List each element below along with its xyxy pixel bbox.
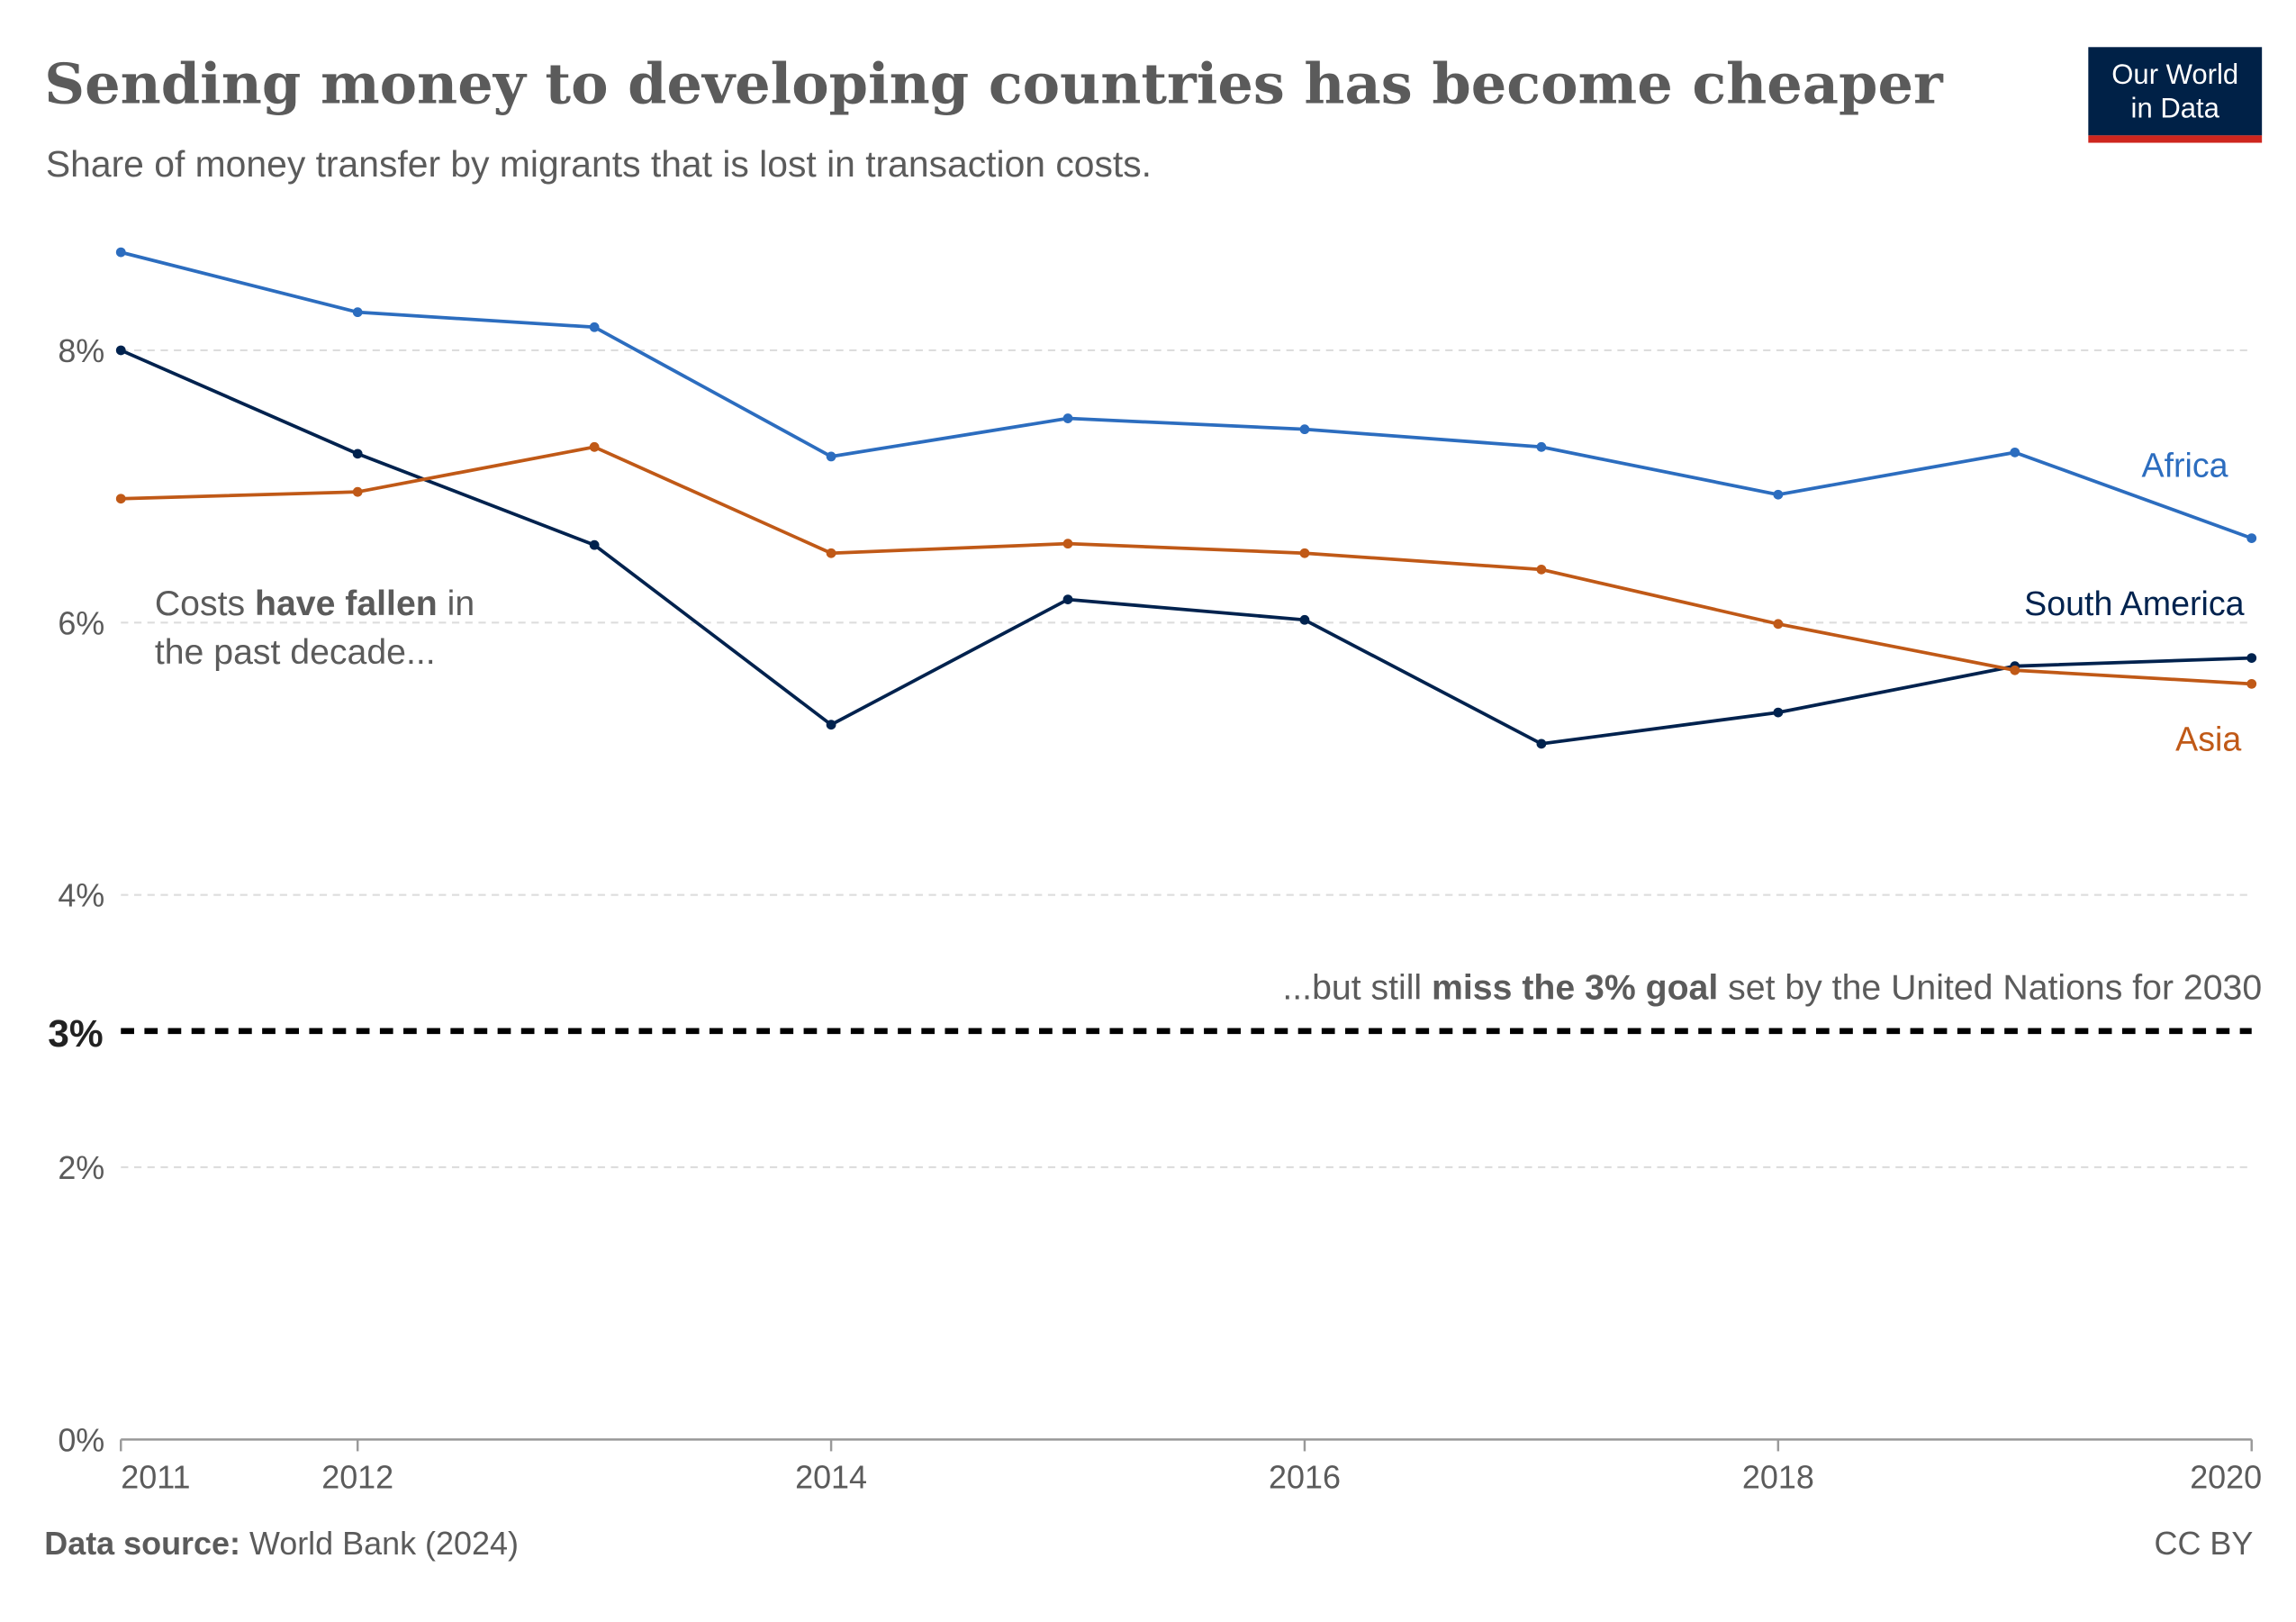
y-tick-label: 8% bbox=[58, 332, 104, 369]
series-label: Asia bbox=[2175, 720, 2241, 757]
svg-text:in Data: in Data bbox=[2131, 93, 2220, 124]
data-point bbox=[1062, 413, 1073, 423]
data-point bbox=[589, 539, 600, 550]
annotation-fallen-line2: the past decade... bbox=[155, 632, 436, 672]
series bbox=[115, 247, 2257, 749]
data-point bbox=[2246, 653, 2257, 664]
data-point bbox=[352, 449, 363, 459]
y-tick-label: 0% bbox=[58, 1421, 104, 1458]
svg-text:Our World: Our World bbox=[2111, 59, 2238, 90]
data-point bbox=[2010, 447, 2020, 458]
series-line-africa bbox=[120, 250, 2253, 540]
data-point bbox=[2010, 665, 2020, 675]
x-axis: 2011 2012 2014 2016 2018 2020 bbox=[120, 1438, 2262, 1495]
data-point bbox=[826, 720, 836, 730]
y-tick-label: 2% bbox=[58, 1149, 104, 1186]
chart-subtitle: Share of money transfer by migrants that… bbox=[46, 143, 1152, 185]
series-line-south-america bbox=[120, 349, 2252, 746]
data-point bbox=[352, 486, 363, 497]
series-line-asia bbox=[121, 445, 2252, 686]
series-labels: Africa South America Asia bbox=[2024, 447, 2244, 758]
source-note: Data source: World Bank (2024) bbox=[44, 1525, 519, 1562]
data-point bbox=[1773, 619, 1784, 630]
data-point bbox=[1062, 594, 1073, 605]
data-point bbox=[2246, 678, 2257, 689]
data-point bbox=[826, 548, 836, 558]
annotation-fallen: Costs have fallen in bbox=[155, 584, 475, 623]
annotation-goal: ...but still miss the 3% goal set by the… bbox=[1282, 968, 2262, 1008]
x-tick-label: 2014 bbox=[795, 1458, 867, 1495]
data-point bbox=[1536, 564, 1547, 575]
data-point bbox=[1773, 707, 1784, 718]
series-label: Africa bbox=[2142, 447, 2228, 485]
x-tick-label: 2018 bbox=[1742, 1458, 1814, 1495]
data-point bbox=[1773, 489, 1784, 500]
data-point bbox=[1299, 614, 1310, 625]
x-tick-label: 2011 bbox=[121, 1458, 190, 1495]
data-point bbox=[826, 451, 836, 462]
y-tick-label: 4% bbox=[58, 877, 104, 914]
data-point bbox=[352, 307, 363, 318]
data-point bbox=[1536, 441, 1547, 452]
grid bbox=[121, 349, 2252, 1169]
x-tick-label: 2012 bbox=[321, 1458, 393, 1495]
data-point bbox=[589, 322, 600, 332]
data-point bbox=[1299, 548, 1310, 558]
data-point bbox=[115, 247, 126, 258]
y-axis: 0% 2% 4% 6% 8% bbox=[58, 332, 104, 1458]
data-point bbox=[1299, 424, 1310, 435]
data-point bbox=[1062, 539, 1073, 549]
y-tick-label: 6% bbox=[58, 604, 104, 641]
x-tick-label: 2016 bbox=[1269, 1458, 1341, 1495]
data-point bbox=[115, 494, 126, 504]
chart-title: Sending money to developing countries ha… bbox=[44, 50, 1944, 116]
owid-logo[interactable]: Our World in Data bbox=[2088, 47, 2263, 143]
data-point bbox=[115, 345, 126, 356]
x-tick-label: 2020 bbox=[2190, 1458, 2262, 1495]
data-point bbox=[1536, 739, 1547, 749]
data-point bbox=[589, 441, 600, 452]
data-point bbox=[2246, 533, 2257, 543]
series-label: South America bbox=[2024, 584, 2244, 622]
license[interactable]: CC BY bbox=[2155, 1525, 2254, 1562]
goal-label: 3% bbox=[48, 1013, 103, 1056]
